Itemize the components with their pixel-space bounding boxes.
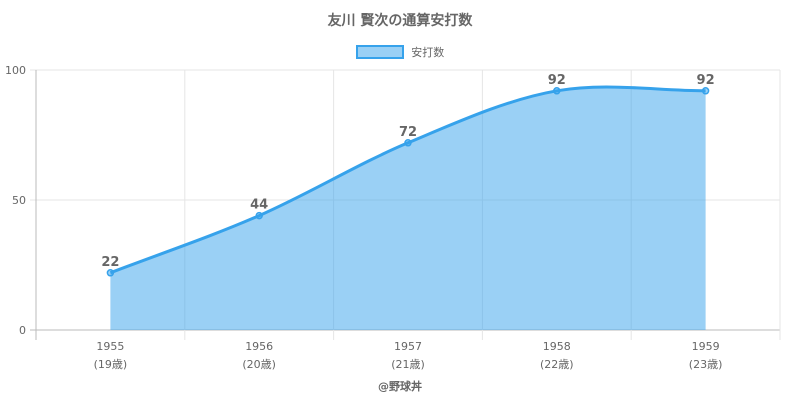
x-tick-sublabel: (19歳) (94, 358, 128, 371)
x-tick-sublabel: (20歳) (242, 358, 276, 371)
data-labels: 22 44 72 92 92 (101, 73, 714, 270)
credit-label: @野球丼 (378, 380, 422, 393)
axes: 0 50 100 1955 (19歳) 1956 (20歳) 1957 (21歳) 1958 (22… (5, 64, 722, 371)
x-tick-label: 1955 (96, 340, 124, 353)
data-label: 44 (250, 198, 268, 213)
x-tick-sublabel: (22歳) (540, 358, 574, 371)
data-label: 92 (697, 73, 715, 88)
data-label: 22 (101, 255, 119, 270)
data-points (106, 87, 710, 277)
data-point (701, 87, 710, 95)
data-point (404, 139, 412, 147)
y-tick-label: 50 (12, 194, 26, 207)
data-point (255, 211, 263, 220)
x-tick-sublabel: (23歳) (689, 358, 723, 371)
series-fill (110, 86, 706, 330)
legend-swatch (355, 45, 404, 59)
x-tick-label: 1957 (394, 340, 422, 353)
x-tick-label: 1956 (245, 340, 273, 353)
x-tick-label: 1959 (692, 340, 720, 353)
data-point (106, 269, 115, 277)
y-tick-label: 0 (19, 324, 26, 337)
data-point (553, 87, 561, 95)
x-tick-sublabel: (21歳) (391, 358, 425, 371)
chart-title: 友川 賢次の通算安打数 (327, 13, 473, 29)
x-tick-label: 1958 (543, 340, 571, 353)
data-label: 72 (399, 125, 417, 140)
y-tick-label: 100 (5, 64, 26, 77)
legend-label: 安打数 (411, 46, 445, 59)
legend[interactable]: 安打数 (0, 44, 800, 60)
series-area (109, 85, 706, 330)
data-label: 92 (548, 73, 566, 88)
